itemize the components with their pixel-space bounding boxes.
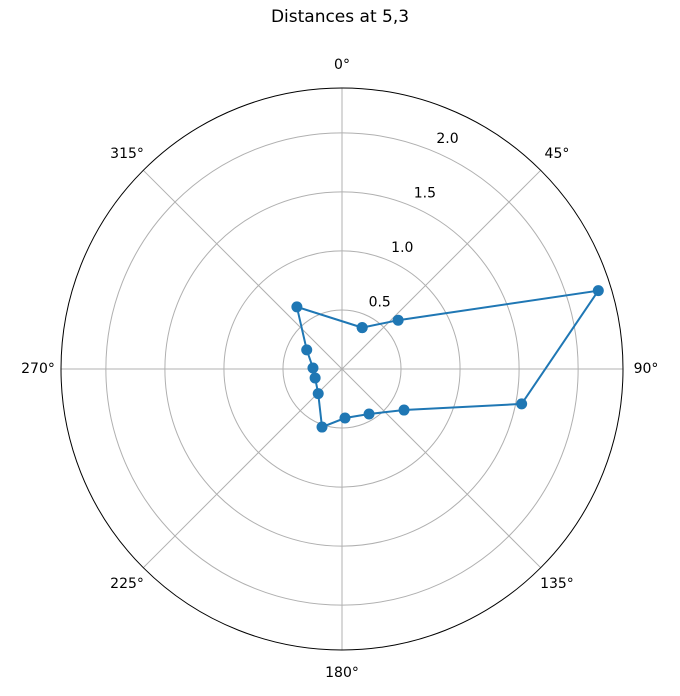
- radial-grid-line: [223, 250, 461, 488]
- polar-frame: [60, 87, 624, 651]
- angle-grid-line: [341, 169, 542, 370]
- angle-tick-label: 315°: [110, 146, 144, 162]
- series-marker: [392, 314, 404, 326]
- radial-grid-line: [105, 132, 579, 606]
- angle-tick-label: 225°: [110, 576, 144, 592]
- angle-tick-label: 270°: [21, 361, 55, 377]
- series-marker: [516, 398, 528, 410]
- angle-grid-line: [142, 169, 343, 370]
- radial-tick-label: 2.0: [436, 131, 458, 147]
- angle-grid-line: [341, 368, 542, 569]
- radial-tick-label: 1.5: [414, 185, 436, 201]
- radial-tick-label: 1.0: [391, 240, 413, 256]
- series-marker: [307, 362, 319, 374]
- series-marker: [363, 408, 375, 420]
- series-marker: [291, 301, 303, 313]
- series-marker: [592, 285, 604, 297]
- angle-tick-label: 135°: [540, 576, 574, 592]
- radial-grid-line: [282, 309, 402, 429]
- radial-grid-line: [164, 191, 520, 547]
- angle-tick-label: 45°: [545, 146, 570, 162]
- series-marker: [339, 412, 351, 424]
- angle-tick-label: 90°: [634, 361, 659, 377]
- angle-grid-line: [142, 368, 343, 569]
- series-marker: [309, 372, 321, 384]
- series-marker: [312, 388, 324, 400]
- chart-title: Distances at 5,3: [271, 7, 409, 27]
- angle-tick-label: 180°: [325, 665, 359, 681]
- series-marker: [301, 344, 313, 356]
- radial-tick-label: 0.5: [369, 294, 391, 310]
- angle-tick-label: 0°: [334, 57, 350, 73]
- series-marker: [356, 322, 368, 334]
- series-marker: [398, 404, 410, 416]
- series-marker: [316, 421, 328, 433]
